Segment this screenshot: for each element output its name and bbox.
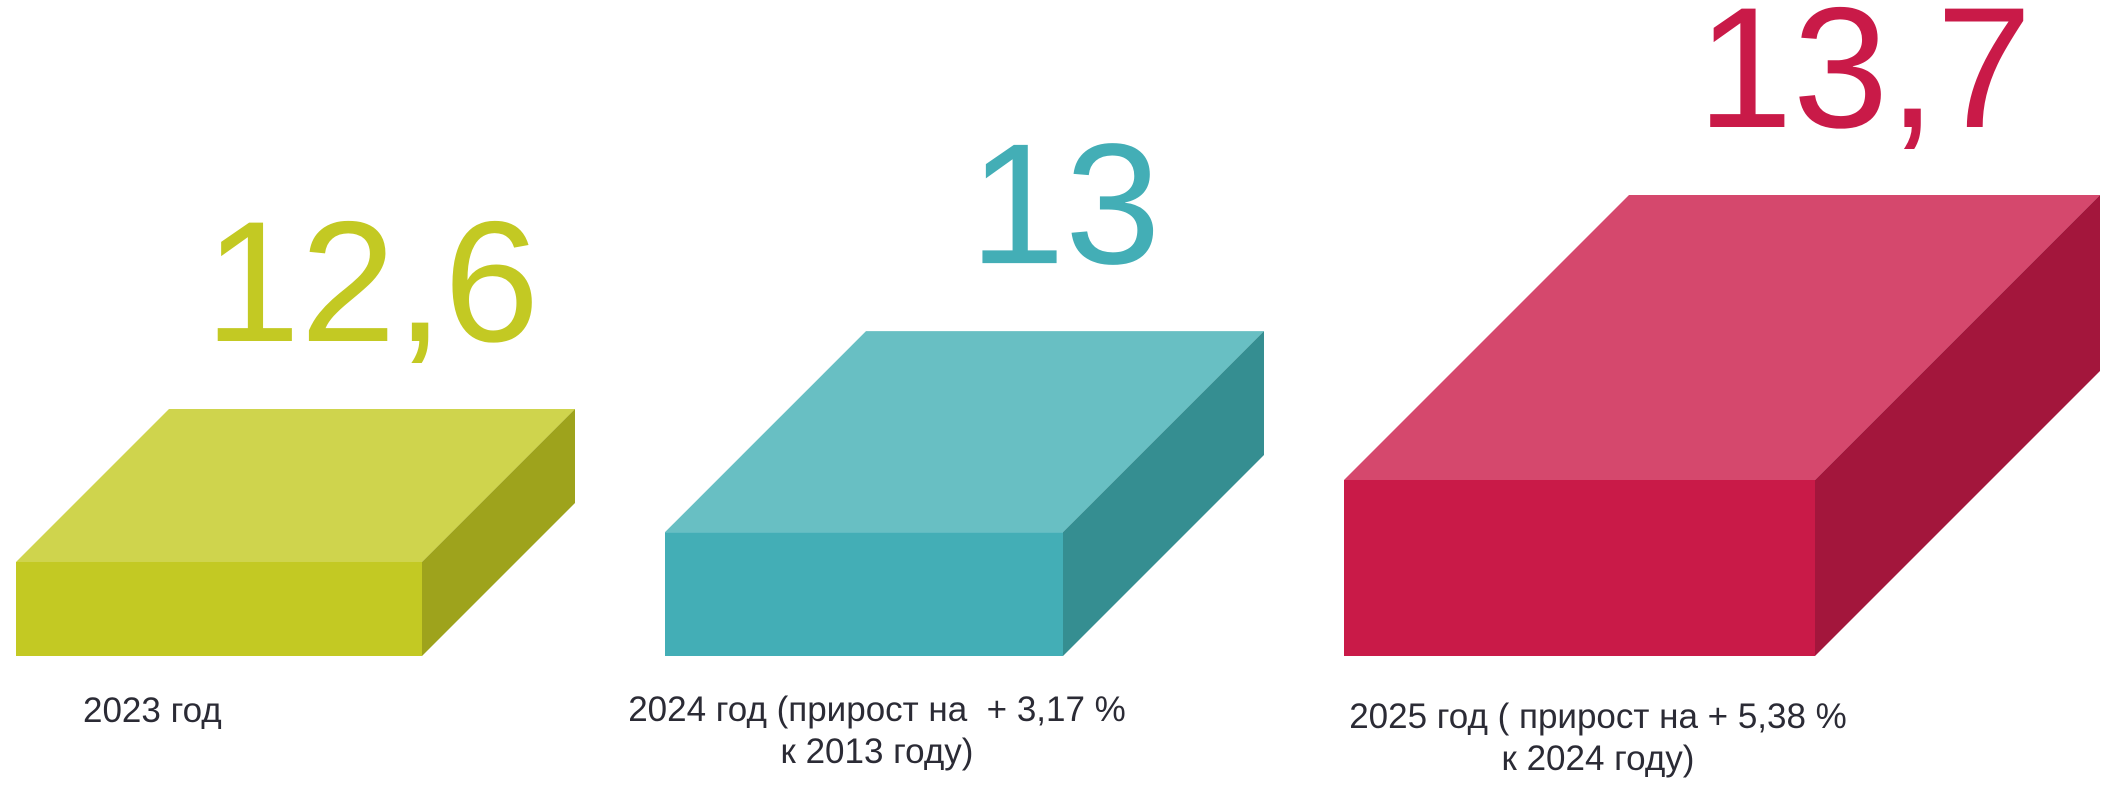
box-top bbox=[16, 409, 575, 562]
box-top bbox=[665, 331, 1264, 533]
category-label: 2023 год bbox=[83, 691, 222, 730]
value-label: 13 bbox=[969, 108, 1160, 300]
box-top bbox=[1344, 195, 2100, 480]
value-label: 12,6 bbox=[205, 186, 540, 378]
category-label: 2025 год ( прирост на + 5,38 % bbox=[1349, 697, 1847, 736]
category-label: к 2013 году) bbox=[781, 732, 974, 771]
box-side bbox=[422, 409, 575, 656]
category-label: к 2024 году) bbox=[1502, 739, 1695, 778]
value-label: 13,7 bbox=[1697, 0, 2032, 164]
box-side bbox=[1063, 331, 1264, 656]
category-label: 2024 год (прирост на + 3,17 % bbox=[628, 690, 1126, 729]
box-front bbox=[665, 532, 1063, 656]
box-side bbox=[1815, 195, 2100, 656]
box-front bbox=[16, 562, 422, 656]
box-front bbox=[1344, 480, 1815, 656]
